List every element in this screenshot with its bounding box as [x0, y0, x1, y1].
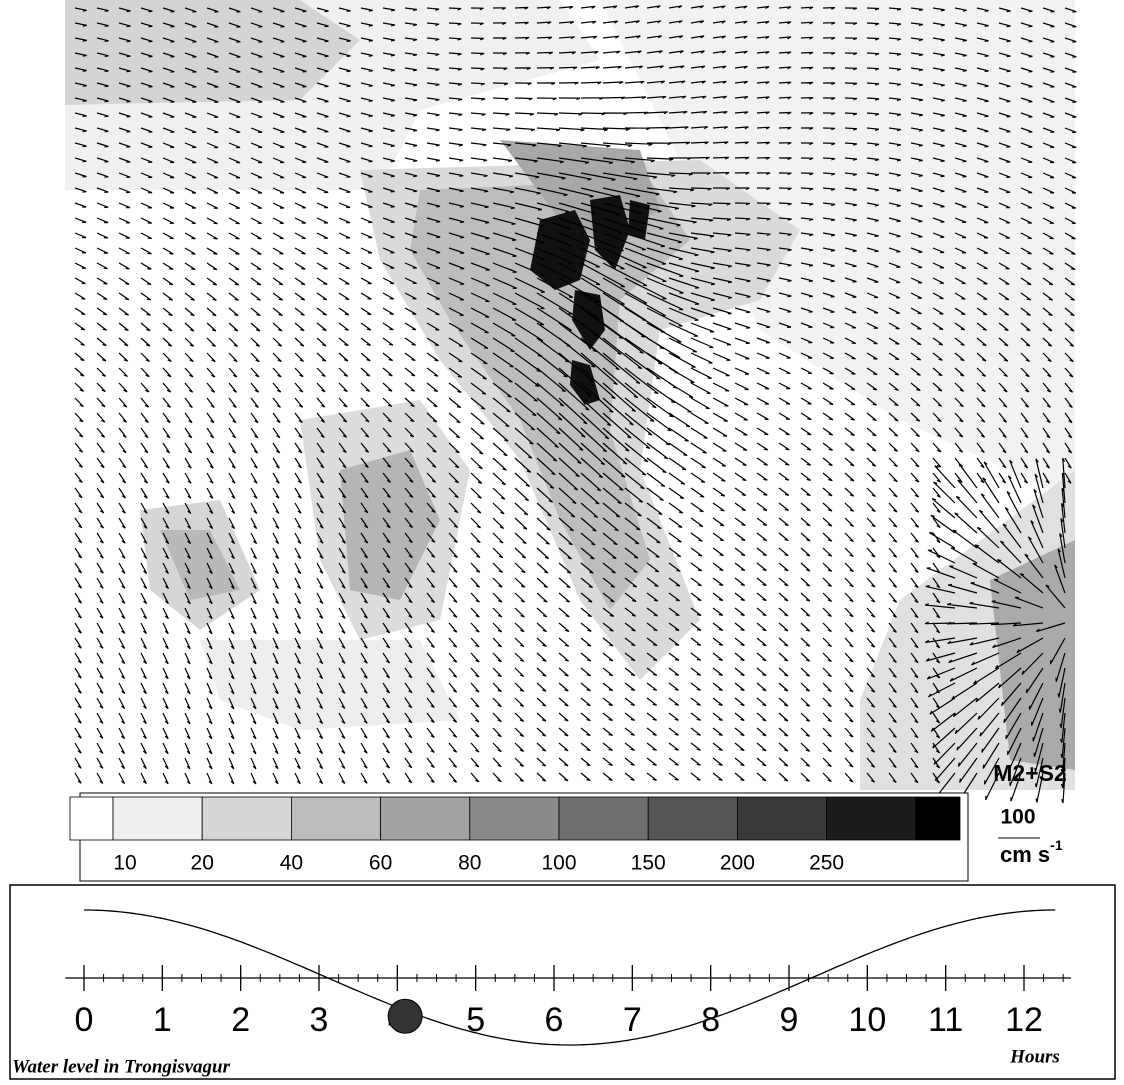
- x-tick-label: 3: [310, 1001, 329, 1039]
- legend-swatch: [113, 797, 202, 840]
- legend-label: 80: [458, 852, 481, 875]
- x-axis-label: Hours: [1009, 1046, 1060, 1067]
- tide-panel: 0123456789101112: [65, 910, 1071, 1045]
- legend-swatch: [70, 797, 113, 840]
- legend-swatch: [648, 797, 737, 840]
- map-title: M2+S2: [993, 760, 1067, 786]
- legend-label: 200: [720, 852, 755, 875]
- legend-swatch: [470, 797, 559, 840]
- x-tick-label: 6: [545, 1001, 564, 1039]
- x-tick-label: 1: [153, 1001, 172, 1039]
- x-tick-label: 11: [928, 1001, 963, 1039]
- legend-label: 10: [113, 852, 136, 875]
- legend-swatch: [381, 797, 470, 840]
- tide-frame: [10, 885, 1115, 1079]
- page: {"chart_data": {"type": "current-map", "…: [0, 0, 1124, 1080]
- legend-swatch: [827, 797, 916, 840]
- reference-unit: cm s-1: [1000, 837, 1063, 867]
- unit-exponent: -1: [1050, 837, 1063, 853]
- legend-label: 100: [541, 852, 576, 875]
- legend-label: 250: [809, 852, 844, 875]
- current-time-marker: [388, 999, 422, 1033]
- figure: 1020406080100150200250 M2+S2 100 cm s-1 …: [0, 0, 1124, 1080]
- legend-swatch: [202, 797, 291, 840]
- x-tick-label: 12: [1005, 1001, 1043, 1039]
- legend-swatch: [737, 797, 826, 840]
- legend-swatch: [291, 797, 380, 840]
- legend-label: 60: [369, 852, 392, 875]
- color-legend: 10 20 40 60 80 100 150 200 250: [70, 793, 968, 881]
- map-shading: [65, 0, 1075, 790]
- legend-swatch: [559, 797, 648, 840]
- x-tick-label: 2: [231, 1001, 250, 1039]
- x-tick-label: 9: [780, 1001, 799, 1039]
- legend-label: 40: [280, 852, 303, 875]
- legend-label: 150: [631, 852, 666, 875]
- unit: cm s: [1000, 842, 1050, 867]
- tide-caption: Water level in Trongisvagur: [12, 1056, 231, 1077]
- legend-label: 20: [191, 852, 214, 875]
- legend-swatch: [916, 797, 960, 840]
- x-tick-label: 10: [848, 1001, 886, 1039]
- reference-value: 100: [1000, 806, 1035, 829]
- x-tick-label: 0: [75, 1001, 94, 1039]
- x-tick-label: 8: [701, 1001, 720, 1039]
- x-tick-label: 7: [623, 1001, 642, 1039]
